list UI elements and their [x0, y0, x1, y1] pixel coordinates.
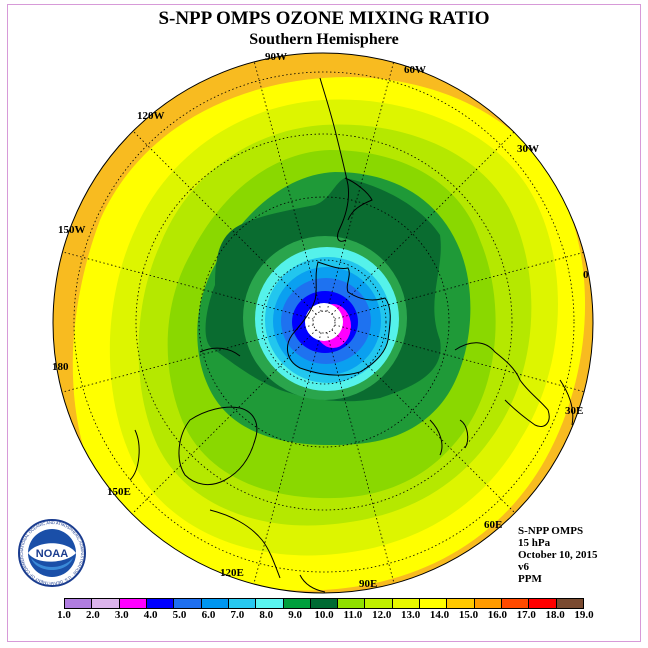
meridian-line [58, 324, 314, 394]
colorbar-swatch [365, 599, 393, 608]
colorbar-tick-label: 17.0 [516, 609, 536, 621]
lon-label-120w: 120W [137, 110, 165, 122]
colorbar-ticks: 1.0 2.0 3.0 4.0 5.0 6.0 7.0 8.0 9.0 10.0 11.0 12.0 1… [57, 609, 594, 623]
meridian-line [331, 329, 519, 517]
noaa-logo: NOAA NATIONAL OCEANIC AND ATMOSPHERIC AD… [17, 518, 86, 587]
colorbar-swatch [310, 599, 339, 608]
info-units: PPM [518, 573, 542, 585]
colorbar-swatch [256, 599, 284, 608]
colorbar-tick-label: 19.0 [574, 609, 594, 621]
page-title: S-NPP OMPS OZONE MIXING RATIO [158, 8, 490, 29]
colorbar-swatch [447, 599, 475, 608]
colorbar-tick-label: 5.0 [172, 609, 187, 621]
meridian-line [326, 56, 396, 312]
longitude-labels: 90W 60W 30W 0 30E 60E 90E 120E 150E 180 … [52, 51, 589, 590]
lon-label-60e: 60E [484, 519, 502, 531]
meridian-line [252, 56, 322, 312]
colorbar-tick-label: 13.0 [401, 609, 421, 621]
colorbar-swatch [474, 599, 502, 608]
colorbar-swatch [529, 599, 557, 608]
map-boundary [52, 52, 594, 594]
colorbar-tick-label: 1.0 [57, 609, 71, 621]
meridian-line [331, 127, 519, 315]
info-version: v6 [518, 561, 529, 573]
lon-label-180: 180 [52, 361, 69, 373]
lon-label-90w: 90W [265, 51, 287, 63]
lon-label-90e: 90E [359, 578, 377, 590]
colorbar-swatch [201, 599, 229, 608]
colorbar-tick-label: 7.0 [230, 609, 245, 621]
meridians [58, 56, 590, 588]
latitude-circle-85 [312, 310, 336, 334]
band-white-center [305, 303, 343, 341]
colorbar-tick-label: 16.0 [487, 609, 507, 621]
colorbar-swatch [283, 599, 311, 608]
colorbar-swatch [119, 599, 147, 608]
colorbar-swatch [556, 599, 583, 608]
info-pressure: 15 hPa [518, 537, 551, 549]
colorbar-swatch [92, 599, 120, 608]
colorbar-swatch [65, 599, 93, 608]
graticule [73, 71, 575, 573]
meridian-line [334, 324, 590, 394]
colorbar-tick-label: 11.0 [343, 609, 363, 621]
lon-label-60w: 60W [404, 64, 426, 76]
meridian-line [58, 250, 314, 320]
lon-label-120e: 120E [220, 567, 244, 579]
colorbar-tick-label: 15.0 [458, 609, 479, 621]
noaa-logo-text: NOAA [36, 548, 68, 560]
colorbar-swatch [420, 599, 448, 608]
colorbar-swatch [392, 599, 421, 608]
colorbar-swatch [228, 599, 257, 608]
lon-label-150w: 150W [58, 224, 86, 236]
colorbar-tick-label: 6.0 [201, 609, 216, 621]
lon-label-150e: 150E [107, 486, 131, 498]
colorbar-tick-label: 18.0 [545, 609, 565, 621]
colorbar-tick-label: 4.0 [143, 609, 158, 621]
meridian-line [326, 332, 396, 588]
meridian-line [129, 329, 317, 517]
page-subtitle: Southern Hemisphere [249, 31, 399, 48]
colorbar-tick-label: 9.0 [288, 609, 302, 621]
colorbar-swatch [502, 599, 530, 608]
ozone-field [53, 53, 593, 593]
info-block: S-NPP OMPS 15 hPa October 10, 2015 v6 PP… [518, 525, 598, 585]
colorbar-tick-label: 12.0 [372, 609, 392, 621]
colorbar-tick-label: 8.0 [259, 609, 274, 621]
colorbar-swatch [174, 599, 202, 608]
info-product: S-NPP OMPS [518, 525, 584, 537]
meridian-line [334, 250, 590, 320]
colorbar [64, 598, 584, 609]
lon-label-30w: 30W [517, 143, 539, 155]
colorbar-swatch [338, 599, 366, 608]
lon-label-30e: 30E [565, 405, 583, 417]
info-date: October 10, 2015 [518, 549, 598, 561]
lon-label-0: 0 [583, 269, 589, 281]
meridian-line [129, 127, 317, 315]
colorbar-tick-label: 14.0 [429, 609, 450, 621]
meridian-line [252, 332, 322, 588]
colorbar-tick-label: 2.0 [86, 609, 100, 621]
colorbar-tick-label: 10.0 [314, 609, 334, 621]
coastlines [129, 77, 574, 593]
colorbar-swatch [146, 599, 175, 608]
colorbar-tick-label: 3.0 [114, 609, 129, 621]
